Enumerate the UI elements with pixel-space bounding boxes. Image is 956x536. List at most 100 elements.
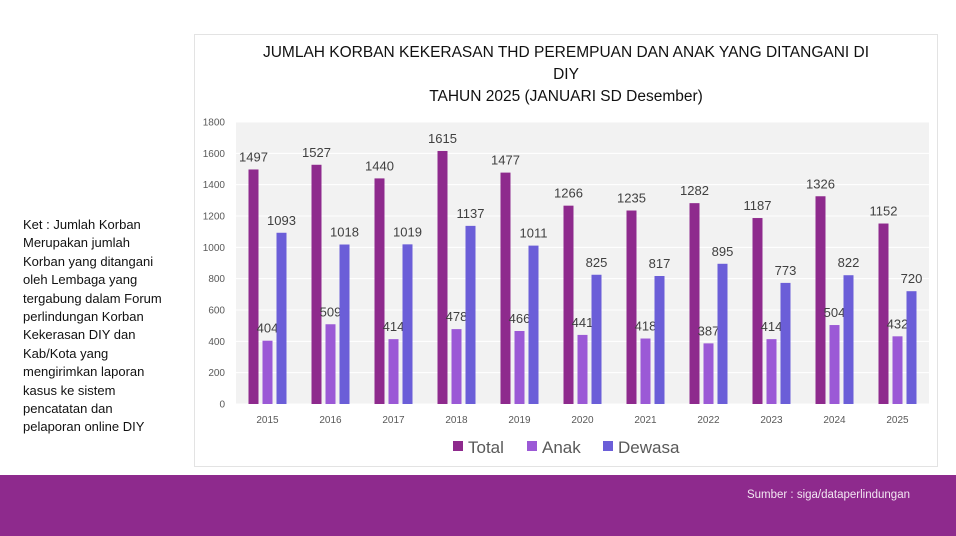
data-label: 1235 (617, 191, 646, 206)
bar-anak (388, 339, 399, 404)
data-label: 817 (649, 256, 671, 271)
source-text: Sumber : siga/dataperlindungan (746, 489, 910, 501)
bar-anak (703, 343, 714, 404)
bar-dewasa (717, 263, 728, 404)
bar-dewasa (339, 244, 350, 404)
bar-dewasa (906, 291, 917, 404)
bar-anak (262, 340, 273, 404)
data-label: 441 (572, 315, 594, 330)
bar-total (563, 205, 574, 404)
bar-total (248, 169, 259, 404)
data-label: 1011 (520, 226, 548, 241)
x-tick-label: 2022 (697, 415, 720, 426)
bar-total (374, 178, 385, 404)
legend-label: Total (468, 438, 504, 457)
bar-anak (325, 324, 336, 404)
data-label: 1266 (554, 186, 583, 201)
data-label: 1477 (491, 153, 520, 168)
x-tick-label: 2020 (571, 415, 594, 426)
legend-label: Anak (542, 438, 581, 457)
bar-dewasa (780, 282, 791, 404)
data-label: 466 (509, 311, 531, 326)
y-tick-label: 600 (208, 306, 225, 317)
data-label: 1282 (680, 183, 709, 198)
bar-anak (577, 334, 588, 404)
bar-total (752, 218, 763, 404)
data-label: 1527 (302, 145, 331, 160)
data-label: 1093 (267, 213, 296, 228)
x-tick-label: 2024 (823, 415, 846, 426)
data-label: 822 (838, 255, 860, 270)
data-label: 432 (887, 316, 909, 331)
legend-label: Dewasa (618, 438, 680, 457)
x-tick-label: 2018 (445, 415, 468, 426)
legend-swatch (527, 441, 537, 451)
y-tick-label: 1000 (203, 243, 226, 254)
chart-title-line: DIY (553, 66, 579, 83)
footer-bar: Sumber : siga/dataperlindungan (0, 475, 956, 536)
data-label: 1440 (365, 158, 394, 173)
bar-dewasa (402, 244, 413, 404)
data-label: 1019 (393, 224, 422, 239)
y-tick-label: 1400 (203, 180, 226, 191)
chart-title: JUMLAH KORBAN KEKERASAN THD PEREMPUAN DA… (200, 42, 932, 108)
data-label: 509 (320, 304, 342, 319)
bar-anak (892, 336, 903, 404)
note-text: Ket : Jumlah Korban Merupakan jumlah Kor… (23, 217, 162, 435)
data-label: 895 (712, 244, 734, 259)
data-label: 1187 (744, 198, 772, 213)
x-tick-label: 2019 (508, 415, 531, 426)
bar-dewasa (843, 275, 854, 404)
data-label: 387 (698, 323, 720, 338)
data-label: 825 (586, 255, 608, 270)
x-tick-label: 2016 (319, 415, 342, 426)
chart-title-line: TAHUN 2025 (JANUARI SD Desember) (429, 88, 703, 105)
y-tick-label: 200 (208, 368, 225, 379)
data-label: 1137 (457, 206, 485, 221)
bar-total (878, 223, 889, 404)
y-tick-label: 1800 (203, 118, 226, 129)
bar-total (626, 210, 637, 404)
y-tick-label: 400 (208, 337, 225, 348)
bar-dewasa (276, 232, 287, 404)
data-label: 720 (901, 271, 923, 286)
bar-dewasa (528, 245, 539, 404)
bar-anak (640, 338, 651, 404)
data-label: 1497 (239, 149, 268, 164)
bar-total (311, 164, 322, 404)
x-tick-label: 2021 (634, 415, 657, 426)
data-label: 478 (446, 309, 468, 324)
bar-anak (766, 339, 777, 404)
legend-swatch (603, 441, 613, 451)
y-tick-label: 0 (219, 400, 225, 411)
bar-dewasa (465, 225, 476, 404)
data-label: 504 (824, 305, 846, 320)
bar-dewasa (591, 274, 602, 404)
data-label: 414 (383, 319, 405, 334)
bar-total (437, 150, 448, 404)
bar-total (815, 196, 826, 404)
data-label: 1018 (330, 225, 359, 240)
bar-total (689, 203, 700, 404)
data-label: 1615 (428, 131, 457, 146)
x-tick-label: 2017 (382, 415, 405, 426)
data-label: 773 (775, 263, 797, 278)
y-tick-label: 800 (208, 274, 225, 285)
bar-dewasa (654, 276, 665, 404)
bar-anak (829, 325, 840, 404)
legend-swatch (453, 441, 463, 451)
y-tick-label: 1200 (203, 212, 226, 223)
x-tick-label: 2023 (760, 415, 783, 426)
data-label: 404 (257, 321, 279, 336)
bar-total (500, 172, 511, 404)
bar-anak (514, 330, 525, 404)
x-tick-label: 2015 (256, 415, 279, 426)
bar-anak (451, 329, 462, 404)
data-label: 418 (635, 319, 657, 334)
data-label: 1152 (870, 204, 898, 219)
x-tick-label: 2025 (886, 415, 909, 426)
data-label: 414 (761, 319, 783, 334)
data-label: 1326 (806, 176, 835, 191)
chart-title-line: JUMLAH KORBAN KEKERASAN THD PEREMPUAN DA… (262, 44, 870, 61)
